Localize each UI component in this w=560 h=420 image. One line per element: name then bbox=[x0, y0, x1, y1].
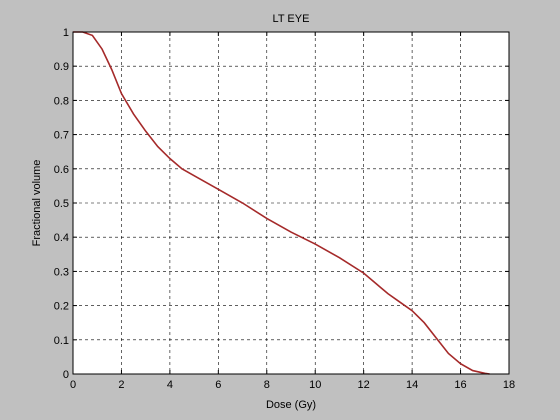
x-tick-label: 12 bbox=[358, 379, 370, 391]
x-tick-label: 18 bbox=[503, 379, 515, 391]
y-tick-label: 0.5 bbox=[54, 198, 69, 210]
x-tick-label: 2 bbox=[118, 379, 124, 391]
y-tick-label: 0.4 bbox=[54, 232, 69, 244]
axes-box bbox=[72, 31, 510, 375]
y-tick-label: 1 bbox=[63, 27, 69, 39]
x-tick-label: 16 bbox=[454, 379, 466, 391]
chart-title: LT EYE bbox=[273, 13, 310, 25]
y-tick-label: 0.7 bbox=[54, 130, 69, 142]
axis-ticks: 0 2 4 6 8 10 12 14 16 18 0 0.1 0.2 0.3 0.4 0.5 0.6 0.7 0.8… bbox=[54, 27, 515, 391]
x-tick-label: 6 bbox=[215, 379, 221, 391]
y-tick-label: 0.6 bbox=[54, 164, 69, 176]
x-tick-label: 0 bbox=[70, 379, 76, 391]
y-tick-label: 0 bbox=[63, 369, 69, 381]
x-axis-label: Dose (Gy) bbox=[266, 399, 316, 411]
y-tick-label: 0.8 bbox=[54, 95, 69, 107]
y-tick-label: 0.1 bbox=[54, 335, 69, 347]
series-line bbox=[73, 31, 490, 375]
x-tick-label: 4 bbox=[167, 379, 173, 391]
y-axis-label: Fractional volume bbox=[31, 160, 43, 247]
x-tick-label: 8 bbox=[264, 379, 270, 391]
y-tick-label: 0.2 bbox=[54, 301, 69, 313]
y-tick-label: 0.9 bbox=[54, 61, 69, 73]
y-tick-label: 0.3 bbox=[54, 266, 69, 278]
x-tick-label: 14 bbox=[406, 379, 418, 391]
x-tick-label: 10 bbox=[309, 379, 321, 391]
grid bbox=[73, 32, 509, 374]
